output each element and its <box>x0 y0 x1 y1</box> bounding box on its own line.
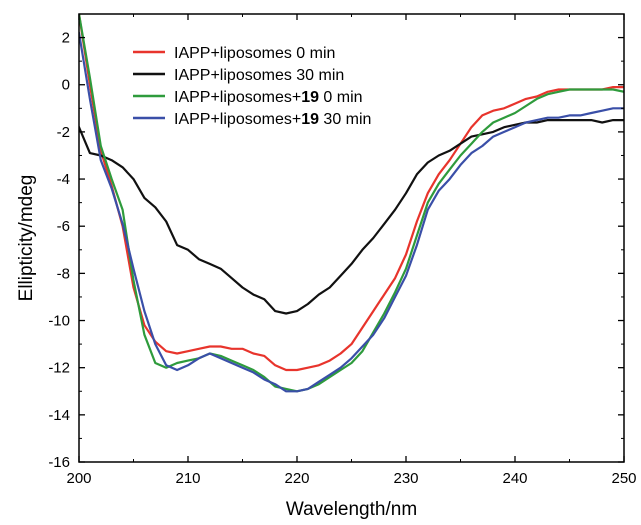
series-line-2 <box>79 118 624 315</box>
legend-compound-number: 19 <box>301 89 319 106</box>
y-tick-label: -14 <box>48 407 70 424</box>
series-line-4 <box>79 31 624 393</box>
y-tick-label: -12 <box>48 360 70 377</box>
legend-compound-number: 19 <box>301 111 319 128</box>
x-axis-title: Wavelength/nm <box>286 499 417 520</box>
y-axis-title: Ellipticity/mdeg <box>16 175 37 302</box>
y-tick-label: -6 <box>57 218 70 235</box>
legend-label-1: IAPP+liposomes 0 min <box>174 45 335 62</box>
legend-label-time: 0 min <box>319 89 363 106</box>
x-tick-label: 230 <box>393 470 418 487</box>
plot-frame <box>78 13 625 463</box>
y-tick-label: -10 <box>48 313 70 330</box>
series-line-1 <box>79 14 624 372</box>
x-tick-label: 240 <box>502 470 527 487</box>
x-tick-label: 220 <box>284 470 309 487</box>
legend-label-time: 30 min <box>319 111 371 128</box>
x-tick-label: 250 <box>611 470 636 487</box>
y-tick-label: 0 <box>62 77 70 94</box>
legend-label-text: IAPP+liposomes+ <box>174 111 301 128</box>
legend-label-text: IAPP+liposomes 30 min <box>174 67 344 84</box>
y-tick-label: -2 <box>57 124 70 141</box>
series-line-3 <box>79 14 624 393</box>
legend-label-text: IAPP+liposomes 0 min <box>174 45 335 62</box>
x-tick-label: 210 <box>175 470 200 487</box>
y-tick-label: 2 <box>62 30 70 47</box>
legend-label-2: IAPP+liposomes 30 min <box>174 67 344 84</box>
y-tick-label: -8 <box>57 265 70 282</box>
y-tick-label: -16 <box>48 454 70 471</box>
legend-label-4: IAPP+liposomes+19 30 min <box>174 111 371 128</box>
ticks-layer: 200 210 220 230 240 250 2 0 -2 -4 -6 -8 -10 -12 -14 -16 <box>48 14 637 487</box>
series-layer <box>79 14 624 393</box>
x-tick-label: 200 <box>66 470 91 487</box>
legend-label-3: IAPP+liposomes+19 0 min <box>174 89 363 106</box>
legend-label-text: IAPP+liposomes+ <box>174 89 301 106</box>
y-tick-label: -4 <box>57 171 70 188</box>
legend: IAPP+liposomes 0 min IAPP+liposomes 30 mi… <box>133 45 371 128</box>
